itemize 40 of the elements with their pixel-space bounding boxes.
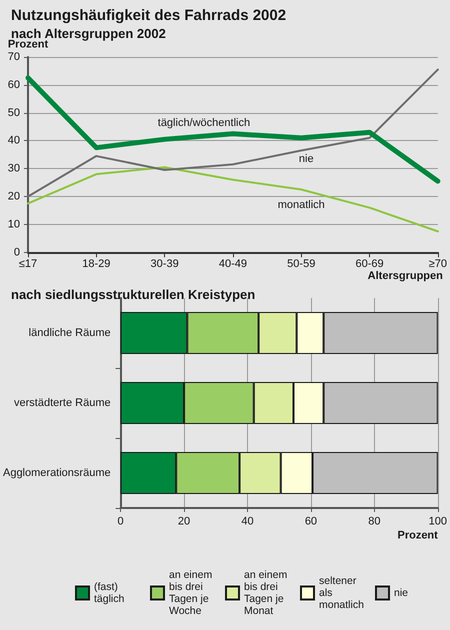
y-tick-label: 0: [14, 246, 20, 258]
legend-label: an einem bis drei Tagen je Woche: [169, 569, 216, 617]
line-series: [27, 68, 439, 198]
x-tick-label: ≥70: [428, 258, 448, 270]
x-tick-label: 0: [118, 516, 124, 528]
x-tick-label: 20: [178, 516, 190, 528]
y-tick-label: ländliche Räume: [28, 327, 111, 339]
y-tick-label: 30: [8, 162, 20, 175]
line-series: [27, 166, 439, 232]
x-axis-title: Altersgruppen: [368, 270, 444, 282]
x-tick-label: 60-69: [355, 258, 384, 270]
x-tick-label: 60: [304, 516, 318, 528]
y-tick-label: 50: [8, 106, 20, 119]
y-tick-label: verstädterte Räume: [14, 397, 111, 409]
legend-label: seltener als monatlich: [319, 575, 364, 611]
legend-label: (fast) täglich: [94, 581, 125, 605]
chart-title: Nutzungshäufigkeit des Fahrrads 2002: [11, 7, 286, 24]
chart-subtitle: nach Altersgruppen 2002: [11, 26, 166, 41]
series-label: nie: [298, 152, 314, 165]
x-axis-title: Prozent: [397, 530, 438, 542]
y-tick-label: 10: [8, 218, 20, 230]
x-tick-label: 80: [368, 516, 381, 528]
y-tick-label: 60: [8, 78, 20, 91]
x-tick-label: 30-39: [150, 258, 179, 270]
x-tick-label: 100: [428, 516, 448, 528]
series-label: monatlich: [278, 199, 325, 212]
series-label: täglich/wöchentlich: [158, 117, 250, 130]
legend-label: nie: [394, 587, 408, 599]
y-tick-label: 70: [8, 51, 20, 63]
x-tick-label: 50-59: [287, 258, 316, 270]
y-tick-label: Agglomerationsräume: [2, 467, 111, 479]
legend-label: an einem bis drei Tagen je Monat: [244, 569, 290, 617]
y-tick-label: 40: [8, 134, 20, 147]
chart-title: nach siedlungsstrukturellen Kreistypen: [11, 287, 256, 302]
y-tick-label: 20: [8, 190, 20, 202]
y-axis-title: Prozent: [8, 38, 48, 50]
x-tick-label: ≤17: [18, 258, 38, 270]
x-tick-label: 40-49: [218, 258, 247, 270]
x-tick-label: 40: [241, 516, 254, 528]
x-tick-label: 18-29: [82, 258, 110, 270]
